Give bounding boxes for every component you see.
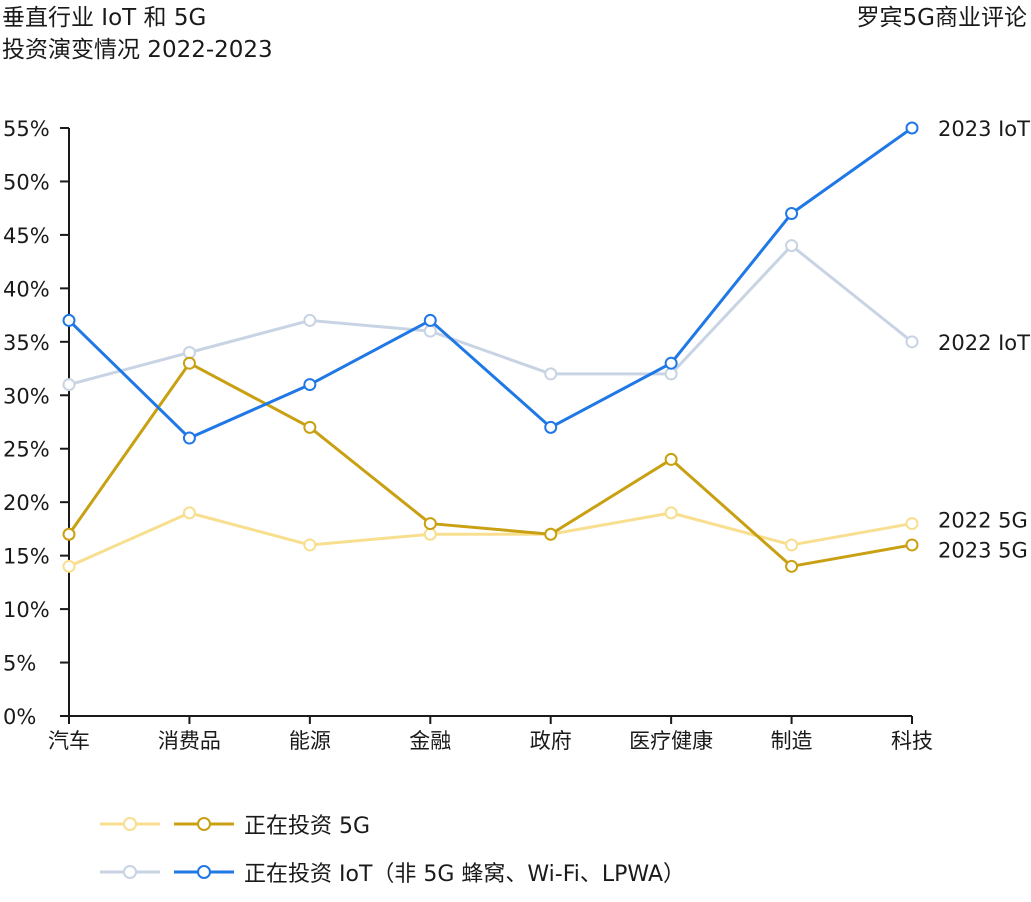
legend-marker-2022 [123, 865, 137, 879]
data-point [664, 506, 678, 520]
x-tick-label: 消费品 [158, 729, 221, 753]
legend-label-iot: 正在投资 IoT（非 5G 蜂窝、Wi-Fi、LPWA） [244, 862, 686, 887]
legend-item-iot: 正在投资 IoT（非 5G 蜂窝、Wi-Fi、LPWA） [100, 854, 685, 890]
data-point [664, 452, 678, 466]
data-point [785, 538, 799, 552]
data-point [182, 431, 196, 445]
y-tick-label: 55% [3, 117, 50, 141]
y-tick-label: 35% [3, 331, 50, 355]
data-point [544, 420, 558, 434]
series-label-2: 2023 5G [938, 538, 1028, 562]
x-tick-label: 金融 [409, 729, 451, 753]
data-point [905, 335, 919, 349]
data-point [905, 538, 919, 552]
data-point [303, 538, 317, 552]
legend: 正在投资 5G 正在投资 IoT（非 5G 蜂窝、Wi-Fi、LPWA） [100, 806, 685, 902]
series-line-2 [67, 361, 913, 568]
data-point [544, 367, 558, 381]
x-tick-label: 汽车 [48, 729, 90, 753]
data-point [182, 346, 196, 360]
data-point [664, 356, 678, 370]
legend-swatch-iot [100, 865, 234, 879]
line-chart: 0% 5% 10% 15% 20% 25% 30% 35% 40% 45% 50% 55% 汽车 消费品 能… [3, 117, 1030, 753]
series-line-0 [68, 244, 913, 387]
data-point [303, 313, 317, 327]
data-point [664, 367, 678, 381]
y-tick-label: 20% [3, 491, 50, 515]
data-point [423, 527, 437, 541]
data-point [544, 527, 558, 541]
legend-marker-2022 [123, 817, 137, 831]
data-point [62, 527, 76, 541]
y-tick-label: 50% [3, 170, 50, 194]
series-line-3 [67, 126, 913, 440]
y-tick-label: 25% [3, 438, 50, 462]
data-point [905, 121, 919, 135]
x-tick-label: 科技 [891, 729, 933, 753]
data-point [423, 313, 437, 327]
data-point [303, 420, 317, 434]
data-point [62, 313, 76, 327]
data-point [182, 356, 196, 370]
x-tick-label: 医疗健康 [629, 729, 713, 753]
legend-marker-2023 [197, 817, 211, 831]
data-point [62, 559, 76, 573]
data-point [905, 517, 919, 531]
x-tick-label: 制造 [771, 729, 813, 753]
data-point [423, 324, 437, 338]
series-line-1 [68, 511, 913, 568]
chart-title-line-1: 垂直行业 IoT 和 5G [2, 5, 207, 31]
data-point [785, 239, 799, 253]
y-tick-label: 40% [3, 277, 50, 301]
series-label-1: 2022 5G [938, 508, 1028, 532]
y-tick-label: 45% [3, 224, 50, 248]
y-tick-label: 5% [3, 652, 36, 676]
data-point [423, 517, 437, 531]
data-point [62, 378, 76, 392]
data-point [303, 378, 317, 392]
legend-label-5g: 正在投资 5G [244, 814, 371, 839]
legend-marker-2023 [197, 865, 211, 879]
data-point [182, 506, 196, 520]
y-tick-label: 30% [3, 384, 50, 408]
legend-swatch-5g [100, 817, 234, 831]
data-point [785, 559, 799, 573]
y-tick-label: 0% [3, 705, 36, 729]
series-label-0: 2022 IoT [938, 331, 1030, 355]
chart-title: 垂直行业 IoT 和 5G 投资演变情况 2022-2023 [2, 2, 273, 66]
data-point [785, 207, 799, 221]
series-label-3: 2023 IoT [938, 117, 1030, 141]
x-tick-label: 政府 [530, 729, 572, 753]
y-tick-label: 15% [3, 545, 50, 569]
y-tick-label: 10% [3, 598, 50, 622]
legend-item-5g: 正在投资 5G [100, 806, 685, 842]
source-label: 罗宾5G商业评论 [856, 5, 1027, 31]
x-tick-label: 能源 [289, 729, 331, 753]
chart-title-line-2: 投资演变情况 2022-2023 [2, 37, 273, 63]
